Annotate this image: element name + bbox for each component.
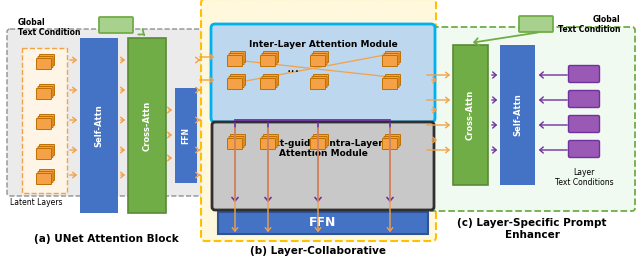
FancyBboxPatch shape bbox=[36, 59, 51, 69]
FancyBboxPatch shape bbox=[260, 78, 275, 90]
FancyBboxPatch shape bbox=[38, 172, 53, 182]
Text: Cross-Attn: Cross-Attn bbox=[143, 100, 152, 151]
Text: Self-Attn: Self-Attn bbox=[95, 104, 104, 147]
FancyBboxPatch shape bbox=[519, 16, 553, 32]
FancyBboxPatch shape bbox=[211, 24, 435, 122]
FancyBboxPatch shape bbox=[212, 122, 434, 210]
Bar bbox=[175, 88, 197, 183]
Bar bbox=[218, 212, 428, 234]
Bar bbox=[22, 48, 67, 193]
FancyBboxPatch shape bbox=[229, 77, 244, 87]
FancyBboxPatch shape bbox=[264, 134, 278, 146]
FancyBboxPatch shape bbox=[40, 170, 54, 181]
FancyBboxPatch shape bbox=[227, 139, 243, 149]
FancyBboxPatch shape bbox=[314, 75, 328, 85]
FancyBboxPatch shape bbox=[230, 134, 246, 146]
FancyBboxPatch shape bbox=[568, 91, 600, 108]
Text: (c) Layer-Specific Prompt
Enhancer: (c) Layer-Specific Prompt Enhancer bbox=[457, 218, 607, 240]
FancyBboxPatch shape bbox=[262, 77, 277, 87]
Text: Text-guided Intra-Layer
Attention Module: Text-guided Intra-Layer Attention Module bbox=[263, 139, 383, 158]
FancyBboxPatch shape bbox=[7, 29, 206, 196]
FancyBboxPatch shape bbox=[262, 136, 277, 148]
FancyBboxPatch shape bbox=[36, 149, 51, 159]
Text: FFN: FFN bbox=[182, 127, 191, 144]
FancyBboxPatch shape bbox=[385, 75, 401, 85]
FancyBboxPatch shape bbox=[40, 85, 54, 95]
FancyBboxPatch shape bbox=[312, 77, 327, 87]
FancyBboxPatch shape bbox=[36, 88, 51, 100]
Bar bbox=[80, 38, 118, 213]
FancyBboxPatch shape bbox=[310, 139, 326, 149]
FancyBboxPatch shape bbox=[230, 75, 246, 85]
Text: (a) UNet Attention Block: (a) UNet Attention Block bbox=[34, 234, 179, 244]
FancyBboxPatch shape bbox=[38, 117, 53, 127]
Text: Inter-Layer Attention Module: Inter-Layer Attention Module bbox=[248, 40, 397, 49]
FancyBboxPatch shape bbox=[264, 52, 278, 62]
FancyBboxPatch shape bbox=[568, 116, 600, 133]
FancyBboxPatch shape bbox=[227, 55, 243, 67]
FancyBboxPatch shape bbox=[312, 136, 327, 148]
FancyBboxPatch shape bbox=[229, 136, 244, 148]
Text: Global
Text Condition: Global Text Condition bbox=[557, 15, 620, 34]
Text: Self-Attn: Self-Attn bbox=[513, 94, 522, 136]
Text: FFN: FFN bbox=[309, 216, 337, 230]
Text: (b) Layer-Collaborative
Attention Block: (b) Layer-Collaborative Attention Block bbox=[250, 246, 387, 258]
FancyBboxPatch shape bbox=[40, 54, 54, 66]
Bar bbox=[128, 38, 166, 213]
FancyBboxPatch shape bbox=[264, 75, 278, 85]
Text: ...: ... bbox=[287, 61, 300, 76]
FancyBboxPatch shape bbox=[40, 144, 54, 156]
FancyBboxPatch shape bbox=[260, 139, 275, 149]
FancyBboxPatch shape bbox=[383, 78, 397, 90]
FancyBboxPatch shape bbox=[262, 53, 277, 64]
FancyBboxPatch shape bbox=[227, 78, 243, 90]
FancyBboxPatch shape bbox=[383, 55, 397, 67]
FancyBboxPatch shape bbox=[230, 52, 246, 62]
Bar bbox=[453, 45, 488, 185]
FancyBboxPatch shape bbox=[310, 78, 326, 90]
FancyBboxPatch shape bbox=[38, 86, 53, 98]
FancyBboxPatch shape bbox=[568, 66, 600, 83]
FancyBboxPatch shape bbox=[385, 52, 401, 62]
Text: Layer
Text Conditions: Layer Text Conditions bbox=[555, 168, 613, 187]
FancyBboxPatch shape bbox=[429, 27, 635, 211]
FancyBboxPatch shape bbox=[40, 115, 54, 125]
FancyBboxPatch shape bbox=[260, 55, 275, 67]
FancyBboxPatch shape bbox=[384, 77, 399, 87]
FancyBboxPatch shape bbox=[314, 52, 328, 62]
Text: Global
Text Condition: Global Text Condition bbox=[18, 18, 81, 37]
FancyBboxPatch shape bbox=[99, 17, 133, 33]
FancyBboxPatch shape bbox=[384, 136, 399, 148]
FancyBboxPatch shape bbox=[229, 53, 244, 64]
FancyBboxPatch shape bbox=[38, 57, 53, 68]
FancyBboxPatch shape bbox=[310, 55, 326, 67]
FancyBboxPatch shape bbox=[314, 134, 328, 146]
FancyBboxPatch shape bbox=[383, 139, 397, 149]
FancyBboxPatch shape bbox=[201, 0, 436, 241]
Text: Latent Layers: Latent Layers bbox=[10, 198, 63, 207]
FancyBboxPatch shape bbox=[385, 134, 401, 146]
FancyBboxPatch shape bbox=[384, 53, 399, 64]
Text: Cross-Attn: Cross-Attn bbox=[466, 90, 475, 140]
FancyBboxPatch shape bbox=[36, 173, 51, 184]
Bar bbox=[500, 45, 535, 185]
FancyBboxPatch shape bbox=[312, 53, 327, 64]
FancyBboxPatch shape bbox=[568, 141, 600, 157]
FancyBboxPatch shape bbox=[38, 147, 53, 157]
FancyBboxPatch shape bbox=[36, 118, 51, 130]
